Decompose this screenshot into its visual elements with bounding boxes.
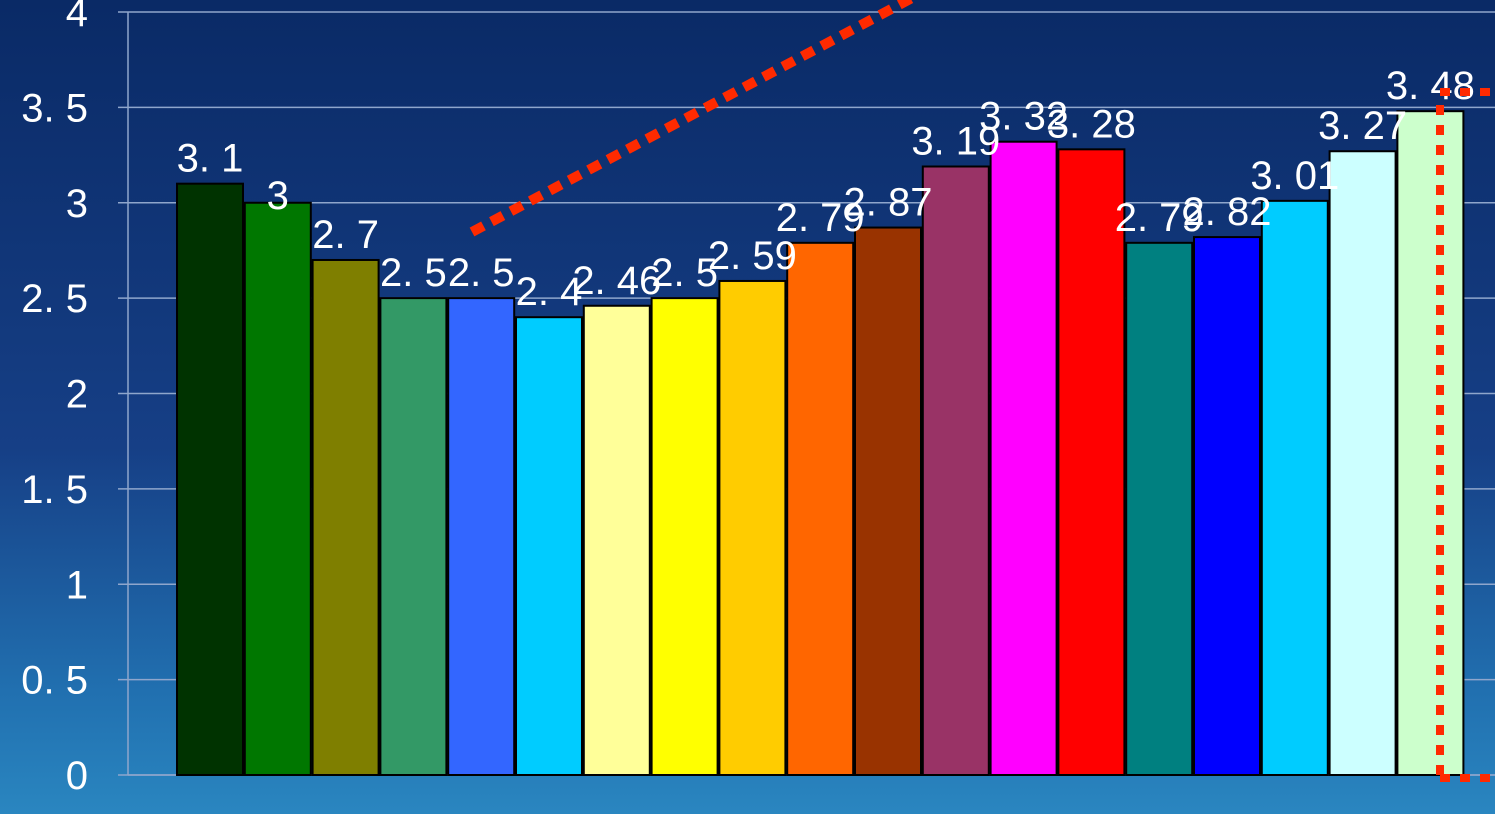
data-label: 2. 5 xyxy=(380,251,447,295)
bar xyxy=(921,165,990,776)
bar xyxy=(1260,199,1329,776)
data-label: 2. 87 xyxy=(844,181,933,225)
y-tick-label: 2. 5 xyxy=(21,277,88,321)
data-label: 2. 7 xyxy=(312,213,379,257)
bar xyxy=(1193,236,1261,776)
data-label: 2. 46 xyxy=(572,259,661,303)
data-label: 3. 1 xyxy=(177,137,244,181)
bar xyxy=(854,226,922,777)
data-label: 3. 48 xyxy=(1386,64,1475,108)
bar xyxy=(447,297,516,776)
y-tick-label: 4 xyxy=(66,0,88,35)
data-label: 3. 27 xyxy=(1318,104,1407,148)
data-label: 3. 32 xyxy=(979,95,1068,139)
y-tick-label: 3. 5 xyxy=(21,86,88,130)
bar xyxy=(582,304,651,776)
y-tick-label: 3 xyxy=(66,182,88,226)
trend-annotation-line xyxy=(469,0,915,237)
y-tick-label: 0 xyxy=(66,754,88,798)
data-label: 2. 4 xyxy=(516,270,583,314)
data-label: 2. 82 xyxy=(1183,190,1272,234)
bar xyxy=(515,316,583,776)
bar xyxy=(176,182,244,777)
bar xyxy=(718,279,787,776)
bar xyxy=(1125,241,1194,776)
bar xyxy=(1057,148,1126,776)
bar xyxy=(650,297,719,776)
y-tick-label: 2 xyxy=(66,373,88,417)
data-label: 3. 19 xyxy=(911,120,1000,164)
annotations xyxy=(469,0,1495,782)
bar xyxy=(786,241,855,776)
bar xyxy=(243,201,312,776)
y-tick-label: 1 xyxy=(66,563,88,607)
data-labels: 3. 132. 72. 5 2. 5 2. 42. 462. 52. 592. 79… xyxy=(177,64,1475,314)
bar xyxy=(379,297,448,776)
y-tick-label: 0. 5 xyxy=(21,659,88,703)
data-label: 3 xyxy=(267,174,289,218)
data-label: 2. 79 xyxy=(776,196,865,240)
bars xyxy=(176,110,1465,777)
bar xyxy=(1328,150,1397,776)
data-label: 2. 5 xyxy=(651,251,718,295)
data-label: 2. 59 xyxy=(708,234,797,278)
bar xyxy=(1396,110,1465,776)
y-axis-ticks: 0 0. 5 1 1. 5 2 2. 5 3 3. 5 4 xyxy=(21,0,88,798)
y-tick-label: 1. 5 xyxy=(21,468,88,512)
bar xyxy=(989,140,1058,776)
data-label: 3. 01 xyxy=(1250,154,1339,198)
data-label: 2. 5 xyxy=(448,251,515,295)
data-label: 3. 28 xyxy=(1047,102,1136,146)
data-label: 2. 79 xyxy=(1115,196,1204,240)
bar xyxy=(311,258,380,777)
